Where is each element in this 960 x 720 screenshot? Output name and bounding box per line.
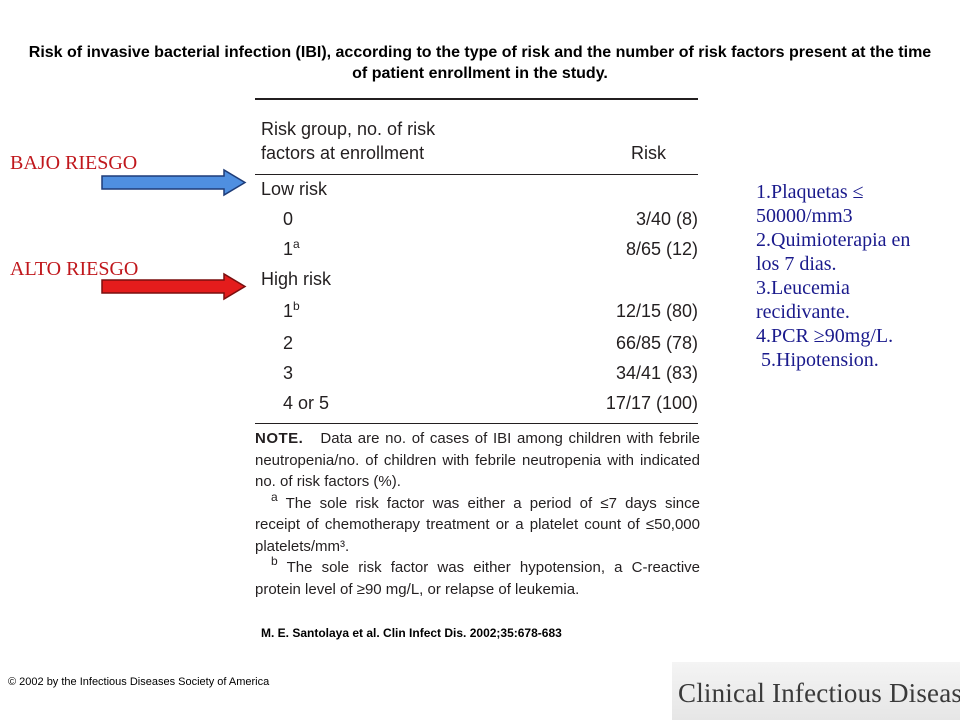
- list-item: 5.Hipotension.: [756, 349, 879, 371]
- row-label: High risk: [261, 269, 332, 289]
- row-value: 34/41 (83): [615, 363, 698, 383]
- header-line-2: factors at enrollment: [261, 143, 425, 163]
- slide-title: Risk of invasive bacterial infection (IB…: [28, 44, 932, 82]
- table-body: Low risk 0 3/40 (8) 1a 8/65 (12) High ri…: [255, 175, 702, 419]
- row-value: 66/85 (78): [615, 333, 698, 353]
- list-item: 50000/mm3: [756, 205, 853, 227]
- row-label: 2: [283, 333, 294, 353]
- table-row: 1b 12/15 (80): [255, 299, 702, 323]
- table-top-rule: [255, 98, 698, 100]
- risk-factor-list: 1.Plaquetas ≤ 50000/mm3 2.Quimioterapia …: [756, 180, 956, 372]
- high-risk-label: ALTO RIESGO: [10, 258, 139, 280]
- low-risk-label: BAJO RIESGO: [10, 152, 138, 174]
- row-value: 8/65 (12): [625, 239, 698, 259]
- table-bottom-rule: [255, 423, 698, 424]
- footnote-b: b The sole risk factor was either hypote…: [255, 554, 700, 598]
- list-item: los 7 dias.: [756, 253, 837, 275]
- header-risk-group: Risk group, no. of risk factors at enrol…: [261, 117, 491, 165]
- row-value: 3/40 (8): [635, 209, 698, 229]
- note-paragraph: NOTE. Data are no. of cases of IBI among…: [255, 428, 700, 493]
- list-item: 4.PCR ≥90mg/L.: [756, 325, 894, 347]
- note-text: Data are no. of cases of IBI among child…: [255, 430, 700, 490]
- table-header: Risk group, no. of risk factors at enrol…: [255, 100, 702, 174]
- journal-logo: Clinical Infectious Diseases: [672, 662, 960, 720]
- table-row: 1a 8/65 (12): [255, 237, 702, 261]
- row-label: 3: [283, 363, 294, 383]
- low-risk-arrow: [101, 168, 247, 197]
- row-label: 0: [283, 209, 294, 229]
- header-line-1: Risk group, no. of risk: [261, 119, 436, 139]
- note-label: NOTE.: [255, 430, 304, 447]
- risk-table: Risk group, no. of risk factors at enrol…: [255, 98, 702, 600]
- list-item: 2.Quimioterapia en: [756, 229, 911, 251]
- row-value: 12/15 (80): [615, 301, 698, 321]
- list-item: 1.Plaquetas ≤: [756, 181, 864, 203]
- table-note: NOTE. Data are no. of cases of IBI among…: [255, 428, 700, 600]
- high-risk-arrow: [101, 272, 247, 301]
- row-label: Low risk: [261, 179, 328, 199]
- footnote-a: a The sole risk factor was either a peri…: [255, 489, 700, 555]
- row-label: 1a: [283, 237, 300, 259]
- table-row: 2 66/85 (78): [255, 331, 702, 355]
- row-label: 1b: [283, 299, 300, 321]
- table-header-rule: [255, 174, 698, 175]
- table-row: 0 3/40 (8): [255, 207, 702, 231]
- copyright-notice: © 2002 by the Infectious Diseases Societ…: [8, 676, 270, 688]
- citation: M. E. Santolaya et al. Clin Infect Dis. …: [261, 626, 562, 640]
- row-label: 4 or 5: [283, 393, 330, 413]
- header-risk: Risk: [631, 143, 666, 163]
- list-item: 3.Leucemia: [756, 277, 850, 299]
- table-row: 3 34/41 (83): [255, 361, 702, 385]
- list-item: recidivante.: [756, 301, 850, 323]
- journal-logo-text: Clinical Infectious Diseases: [678, 678, 960, 708]
- row-value: 17/17 (100): [605, 393, 698, 413]
- table-row: High risk: [255, 267, 702, 291]
- table-row: Low risk: [255, 177, 702, 201]
- table-row: 4 or 5 17/17 (100): [255, 391, 702, 415]
